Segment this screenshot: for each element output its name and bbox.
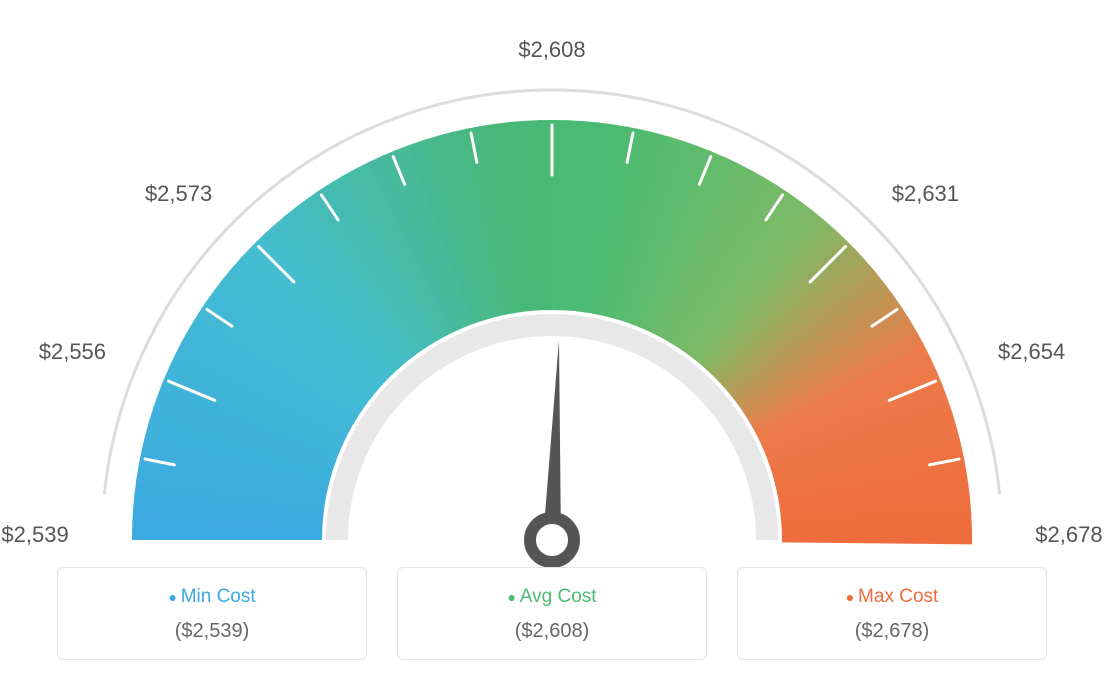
gauge-tick-label: $2,539 — [1, 522, 68, 548]
gauge-tick-label: $2,678 — [1035, 522, 1102, 548]
gauge-tick-label: $2,654 — [998, 339, 1065, 365]
legend-card-min: Min Cost ($2,539) — [57, 567, 367, 660]
gauge-tick-label: $2,631 — [892, 181, 959, 207]
legend-title-min: Min Cost — [68, 586, 356, 608]
legend-title-max: Max Cost — [748, 586, 1036, 608]
cost-gauge-container: $2,539 $2,556 $2,573 $2,608 $2,631 $2,654 $2,6… — [0, 0, 1104, 690]
legend-value-max: ($2,678) — [748, 620, 1036, 643]
legend-value-avg: ($2,608) — [408, 620, 696, 643]
legend-card-max: Max Cost ($2,678) — [737, 567, 1047, 660]
legend-value-min: ($2,539) — [68, 620, 356, 643]
legend-row: Min Cost ($2,539) Avg Cost ($2,608) Max … — [0, 567, 1104, 660]
gauge-tick-label: $2,573 — [145, 181, 212, 207]
gauge-svg — [0, 30, 1104, 590]
gauge-chart: $2,539 $2,556 $2,573 $2,608 $2,631 $2,654 $2,6… — [0, 0, 1104, 560]
legend-card-avg: Avg Cost ($2,608) — [397, 567, 707, 660]
gauge-tick-label: $2,556 — [39, 339, 106, 365]
gauge-tick-label: $2,608 — [518, 37, 585, 63]
legend-title-avg: Avg Cost — [408, 586, 696, 608]
